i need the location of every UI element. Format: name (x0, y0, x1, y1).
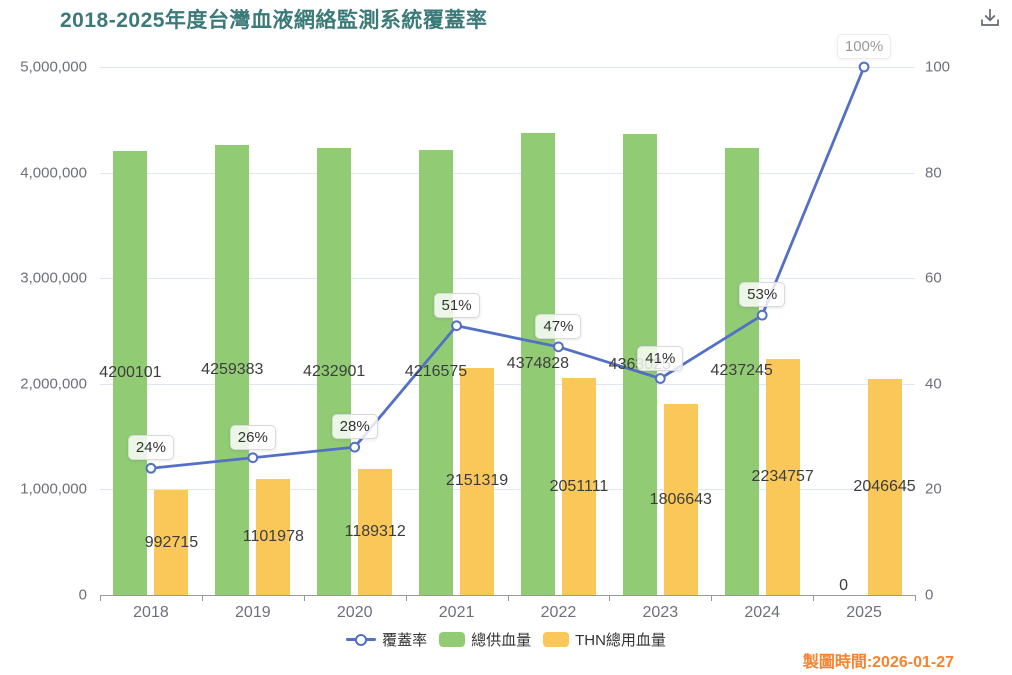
gridline (100, 67, 915, 68)
thn-usage-bar-value-label: 1806643 (649, 490, 712, 508)
coverage-percent-label-2019: 26% (229, 424, 276, 450)
right-axis-tick-label: 0 (925, 586, 934, 604)
left-axis-tick-label: 3,000,000 (20, 269, 87, 287)
coverage-point-2019[interactable] (247, 452, 259, 464)
legend-item-supply[interactable]: 總供血量 (439, 629, 531, 650)
supply-bar-value-label: 4216575 (404, 363, 468, 381)
thn-usage-bar-value-label: 2046645 (853, 477, 916, 495)
line-marker-icon (346, 632, 377, 647)
x-axis-tick (609, 595, 611, 601)
coverage-point-2024[interactable] (756, 309, 768, 321)
thn-usage-bar-value-label: 2234757 (751, 468, 814, 485)
x-axis-tick (507, 595, 509, 601)
supply-bar-value-label: 4237245 (710, 362, 773, 380)
left-axis-tick-label: 4,000,000 (20, 164, 87, 182)
coverage-percent-label-2024: 53% (739, 282, 786, 308)
coverage-point-2023[interactable] (654, 373, 666, 384)
x-axis-tick (915, 595, 916, 601)
supply-bar-value-label: 4232901 (303, 362, 366, 380)
x-axis-tick (813, 595, 815, 601)
x-axis-tick (405, 595, 407, 601)
coverage-point-2020[interactable] (349, 441, 361, 453)
x-axis-tick (201, 595, 203, 601)
legend-item-coverage[interactable]: 覆蓋率 (346, 629, 427, 650)
coverage-percent-label-2018: 24% (127, 435, 174, 461)
legend-label: 總供血量 (471, 632, 532, 649)
x-axis-tick (303, 595, 305, 601)
left-axis-tick-label: 1,000,000 (20, 480, 87, 498)
right-axis-tick-label: 100 (925, 58, 951, 76)
legend-item-thn-usage[interactable]: THN總用血量 (543, 629, 666, 650)
supply-bar-value-label: 0 (839, 577, 849, 594)
left-axis-tick-label: 0 (78, 586, 87, 604)
thn-usage-bar-2020[interactable] (358, 469, 393, 595)
x-axis-category-label: 2019 (235, 604, 271, 621)
coverage-point-2021[interactable] (451, 320, 462, 332)
thn-usage-bar-2025[interactable] (867, 378, 902, 595)
thn-usage-bar-2019[interactable] (256, 478, 291, 595)
x-axis-category-label: 2025 (846, 604, 882, 621)
legend-label: 覆蓋率 (382, 632, 428, 649)
x-axis-category-label: 2018 (133, 604, 169, 621)
coverage-point-2022[interactable] (553, 341, 564, 353)
yellow-bar-swatch-icon (543, 632, 570, 647)
supply-bar-value-label: 4259383 (201, 361, 264, 379)
coverage-percent-label-2025: 100% (836, 34, 892, 59)
thn-usage-bar-value-label: 992715 (144, 533, 199, 551)
green-bar-swatch-icon (439, 632, 466, 647)
x-axis-category-label: 2020 (336, 604, 373, 621)
x-axis-category-label: 2022 (540, 604, 577, 621)
coverage-point-2018[interactable] (145, 462, 157, 474)
supply-bar-value-label: 4200101 (99, 364, 162, 382)
legend-label: THN總用血量 (575, 632, 666, 649)
x-axis-tick (100, 595, 101, 601)
left-axis-tick-label: 2,000,000 (20, 375, 87, 393)
thn-usage-bar-value-label: 1101978 (242, 527, 304, 545)
thn-usage-bar-value-label: 2151319 (445, 472, 509, 490)
coverage-percent-label-2022: 47% (535, 313, 582, 339)
coverage-percent-label-2023: 41% (637, 345, 684, 371)
thn-usage-bar-value-label: 2051111 (549, 477, 609, 495)
right-axis-tick-label: 40 (925, 375, 942, 393)
chart-legend: 覆蓋率 總供血量 THN總用血量 (0, 629, 1012, 650)
chart-title: 2018-2025年度台灣血液網絡監測系統覆蓋率 (60, 9, 488, 32)
chart-timestamp: 製圖時間:2026-01-27 (802, 654, 954, 671)
supply-bar-value-label: 4374828 (506, 355, 570, 372)
x-axis-category-label: 2024 (744, 604, 780, 621)
right-axis-tick-label: 20 (925, 480, 942, 498)
coverage-point-2025[interactable] (858, 61, 870, 73)
thn-usage-bar-2018[interactable] (154, 490, 189, 595)
coverage-percent-label-2020: 28% (331, 414, 378, 440)
right-axis-tick-label: 60 (925, 269, 942, 287)
right-axis-tick-label: 80 (925, 164, 942, 182)
gridline (100, 489, 915, 491)
download-icon[interactable] (976, 4, 1004, 32)
thn-usage-bar-value-label: 1189312 (344, 523, 406, 541)
x-axis-category-label: 2023 (642, 604, 679, 621)
coverage-percent-label-2021: 51% (433, 292, 480, 318)
x-axis-category-label: 2021 (438, 604, 475, 621)
left-axis-tick-label: 5,000,000 (20, 58, 87, 76)
supply-bar-2018[interactable] (113, 151, 148, 595)
x-axis-tick (711, 595, 713, 601)
